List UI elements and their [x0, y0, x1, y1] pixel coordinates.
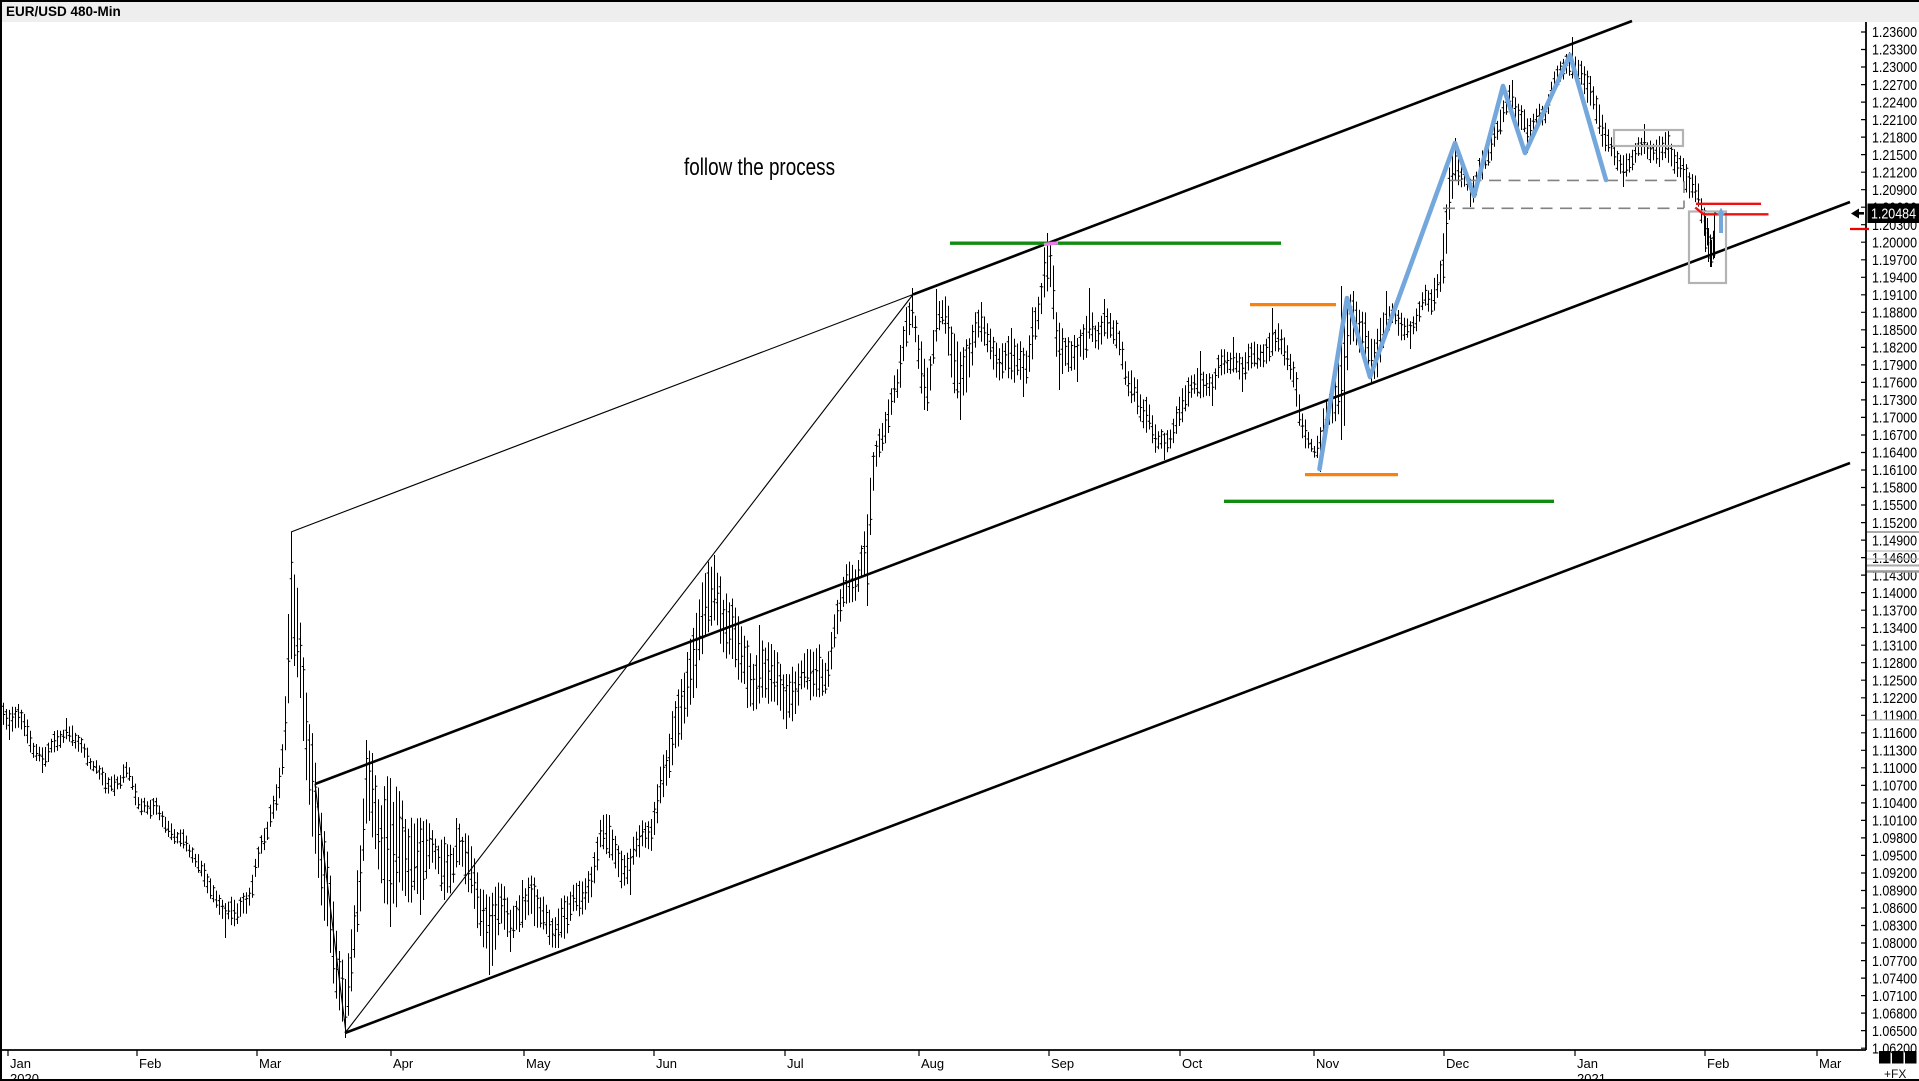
svg-text:1.10700: 1.10700 [1872, 778, 1917, 795]
svg-text:1.19100: 1.19100 [1872, 287, 1917, 304]
svg-text:1.14600: 1.14600 [1872, 550, 1917, 567]
svg-text:1.19400: 1.19400 [1872, 270, 1917, 287]
svg-text:Jan: Jan [1577, 1056, 1598, 1071]
svg-text:1.08600: 1.08600 [1872, 900, 1917, 917]
svg-text:1.17900: 1.17900 [1872, 357, 1917, 374]
svg-text:1.13400: 1.13400 [1872, 620, 1917, 637]
svg-text:1.16400: 1.16400 [1872, 445, 1917, 462]
svg-text:1.23600: 1.23600 [1872, 24, 1917, 41]
svg-text:Aug: Aug [921, 1056, 944, 1071]
svg-text:Jan: Jan [10, 1056, 31, 1071]
svg-text:1.18500: 1.18500 [1872, 322, 1917, 339]
svg-text:Sep: Sep [1051, 1056, 1074, 1071]
svg-text:1.09800: 1.09800 [1872, 830, 1917, 847]
svg-text:1.21800: 1.21800 [1872, 129, 1917, 146]
svg-text:1.12500: 1.12500 [1872, 672, 1917, 689]
svg-text:1.15200: 1.15200 [1872, 515, 1917, 532]
svg-text:1.14300: 1.14300 [1872, 567, 1917, 584]
svg-text:Apr: Apr [393, 1056, 414, 1071]
svg-text:1.22400: 1.22400 [1872, 94, 1917, 111]
svg-text:1.14900: 1.14900 [1872, 532, 1917, 549]
svg-text:1.18200: 1.18200 [1872, 340, 1917, 357]
svg-text:1.10100: 1.10100 [1872, 813, 1917, 830]
svg-text:1.06500: 1.06500 [1872, 1023, 1917, 1040]
svg-text:1.20000: 1.20000 [1872, 234, 1917, 251]
svg-text:1.09500: 1.09500 [1872, 848, 1917, 865]
svg-text:1.21500: 1.21500 [1872, 147, 1917, 164]
svg-text:1.16700: 1.16700 [1872, 427, 1917, 444]
svg-text:1.13100: 1.13100 [1872, 637, 1917, 654]
svg-text:1.07700: 1.07700 [1872, 953, 1917, 970]
svg-text:1.17000: 1.17000 [1872, 410, 1917, 427]
svg-text:2021: 2021 [1577, 1071, 1606, 1081]
svg-text:Mar: Mar [259, 1056, 282, 1071]
svg-text:1.21200: 1.21200 [1872, 164, 1917, 181]
svg-text:Jun: Jun [656, 1056, 677, 1071]
svg-text:1.08300: 1.08300 [1872, 918, 1917, 935]
svg-text:1.10400: 1.10400 [1872, 795, 1917, 812]
svg-text:follow the process: follow the process [684, 154, 835, 181]
svg-text:1.12800: 1.12800 [1872, 655, 1917, 672]
svg-text:Feb: Feb [139, 1056, 161, 1071]
svg-text:1.07400: 1.07400 [1872, 970, 1917, 987]
svg-text:1.23300: 1.23300 [1872, 42, 1917, 59]
svg-text:1.09200: 1.09200 [1872, 865, 1917, 882]
svg-text:1.23000: 1.23000 [1872, 59, 1917, 76]
svg-text:Jul: Jul [787, 1056, 804, 1071]
svg-text:1.11300: 1.11300 [1872, 743, 1917, 760]
svg-text:1.14000: 1.14000 [1872, 585, 1917, 602]
svg-text:Mar: Mar [1819, 1056, 1842, 1071]
svg-text:1.06800: 1.06800 [1872, 1005, 1917, 1022]
svg-text:Nov: Nov [1316, 1056, 1340, 1071]
svg-text:1.07100: 1.07100 [1872, 988, 1917, 1005]
svg-text:1.18800: 1.18800 [1872, 305, 1917, 322]
svg-text:1.16100: 1.16100 [1872, 462, 1917, 479]
svg-text:1.20900: 1.20900 [1872, 182, 1917, 199]
svg-text:+FX: +FX [1884, 1067, 1906, 1081]
svg-text:1.12200: 1.12200 [1872, 690, 1917, 707]
svg-text:1.11000: 1.11000 [1872, 760, 1917, 777]
svg-text:1.20484: 1.20484 [1871, 206, 1916, 223]
svg-text:1.08900: 1.08900 [1872, 883, 1917, 900]
svg-text:2020: 2020 [10, 1071, 39, 1081]
svg-text:May: May [526, 1056, 551, 1071]
svg-text:1.22700: 1.22700 [1872, 77, 1917, 94]
svg-text:EUR/USD 480-Min: EUR/USD 480-Min [6, 4, 121, 19]
svg-text:Feb: Feb [1707, 1056, 1729, 1071]
svg-text:1.15500: 1.15500 [1872, 497, 1917, 514]
svg-text:1.22100: 1.22100 [1872, 112, 1917, 129]
svg-text:Dec: Dec [1446, 1056, 1470, 1071]
svg-text:1.11600: 1.11600 [1872, 725, 1917, 742]
svg-text:1.15800: 1.15800 [1872, 480, 1917, 497]
svg-text:1.08000: 1.08000 [1872, 935, 1917, 952]
svg-text:1.17300: 1.17300 [1872, 392, 1917, 409]
svg-text:1.13700: 1.13700 [1872, 602, 1917, 619]
svg-text:1.19700: 1.19700 [1872, 252, 1917, 269]
svg-text:1.11900: 1.11900 [1872, 708, 1917, 725]
svg-text:Oct: Oct [1182, 1056, 1203, 1071]
svg-text:1.17600: 1.17600 [1872, 375, 1917, 392]
